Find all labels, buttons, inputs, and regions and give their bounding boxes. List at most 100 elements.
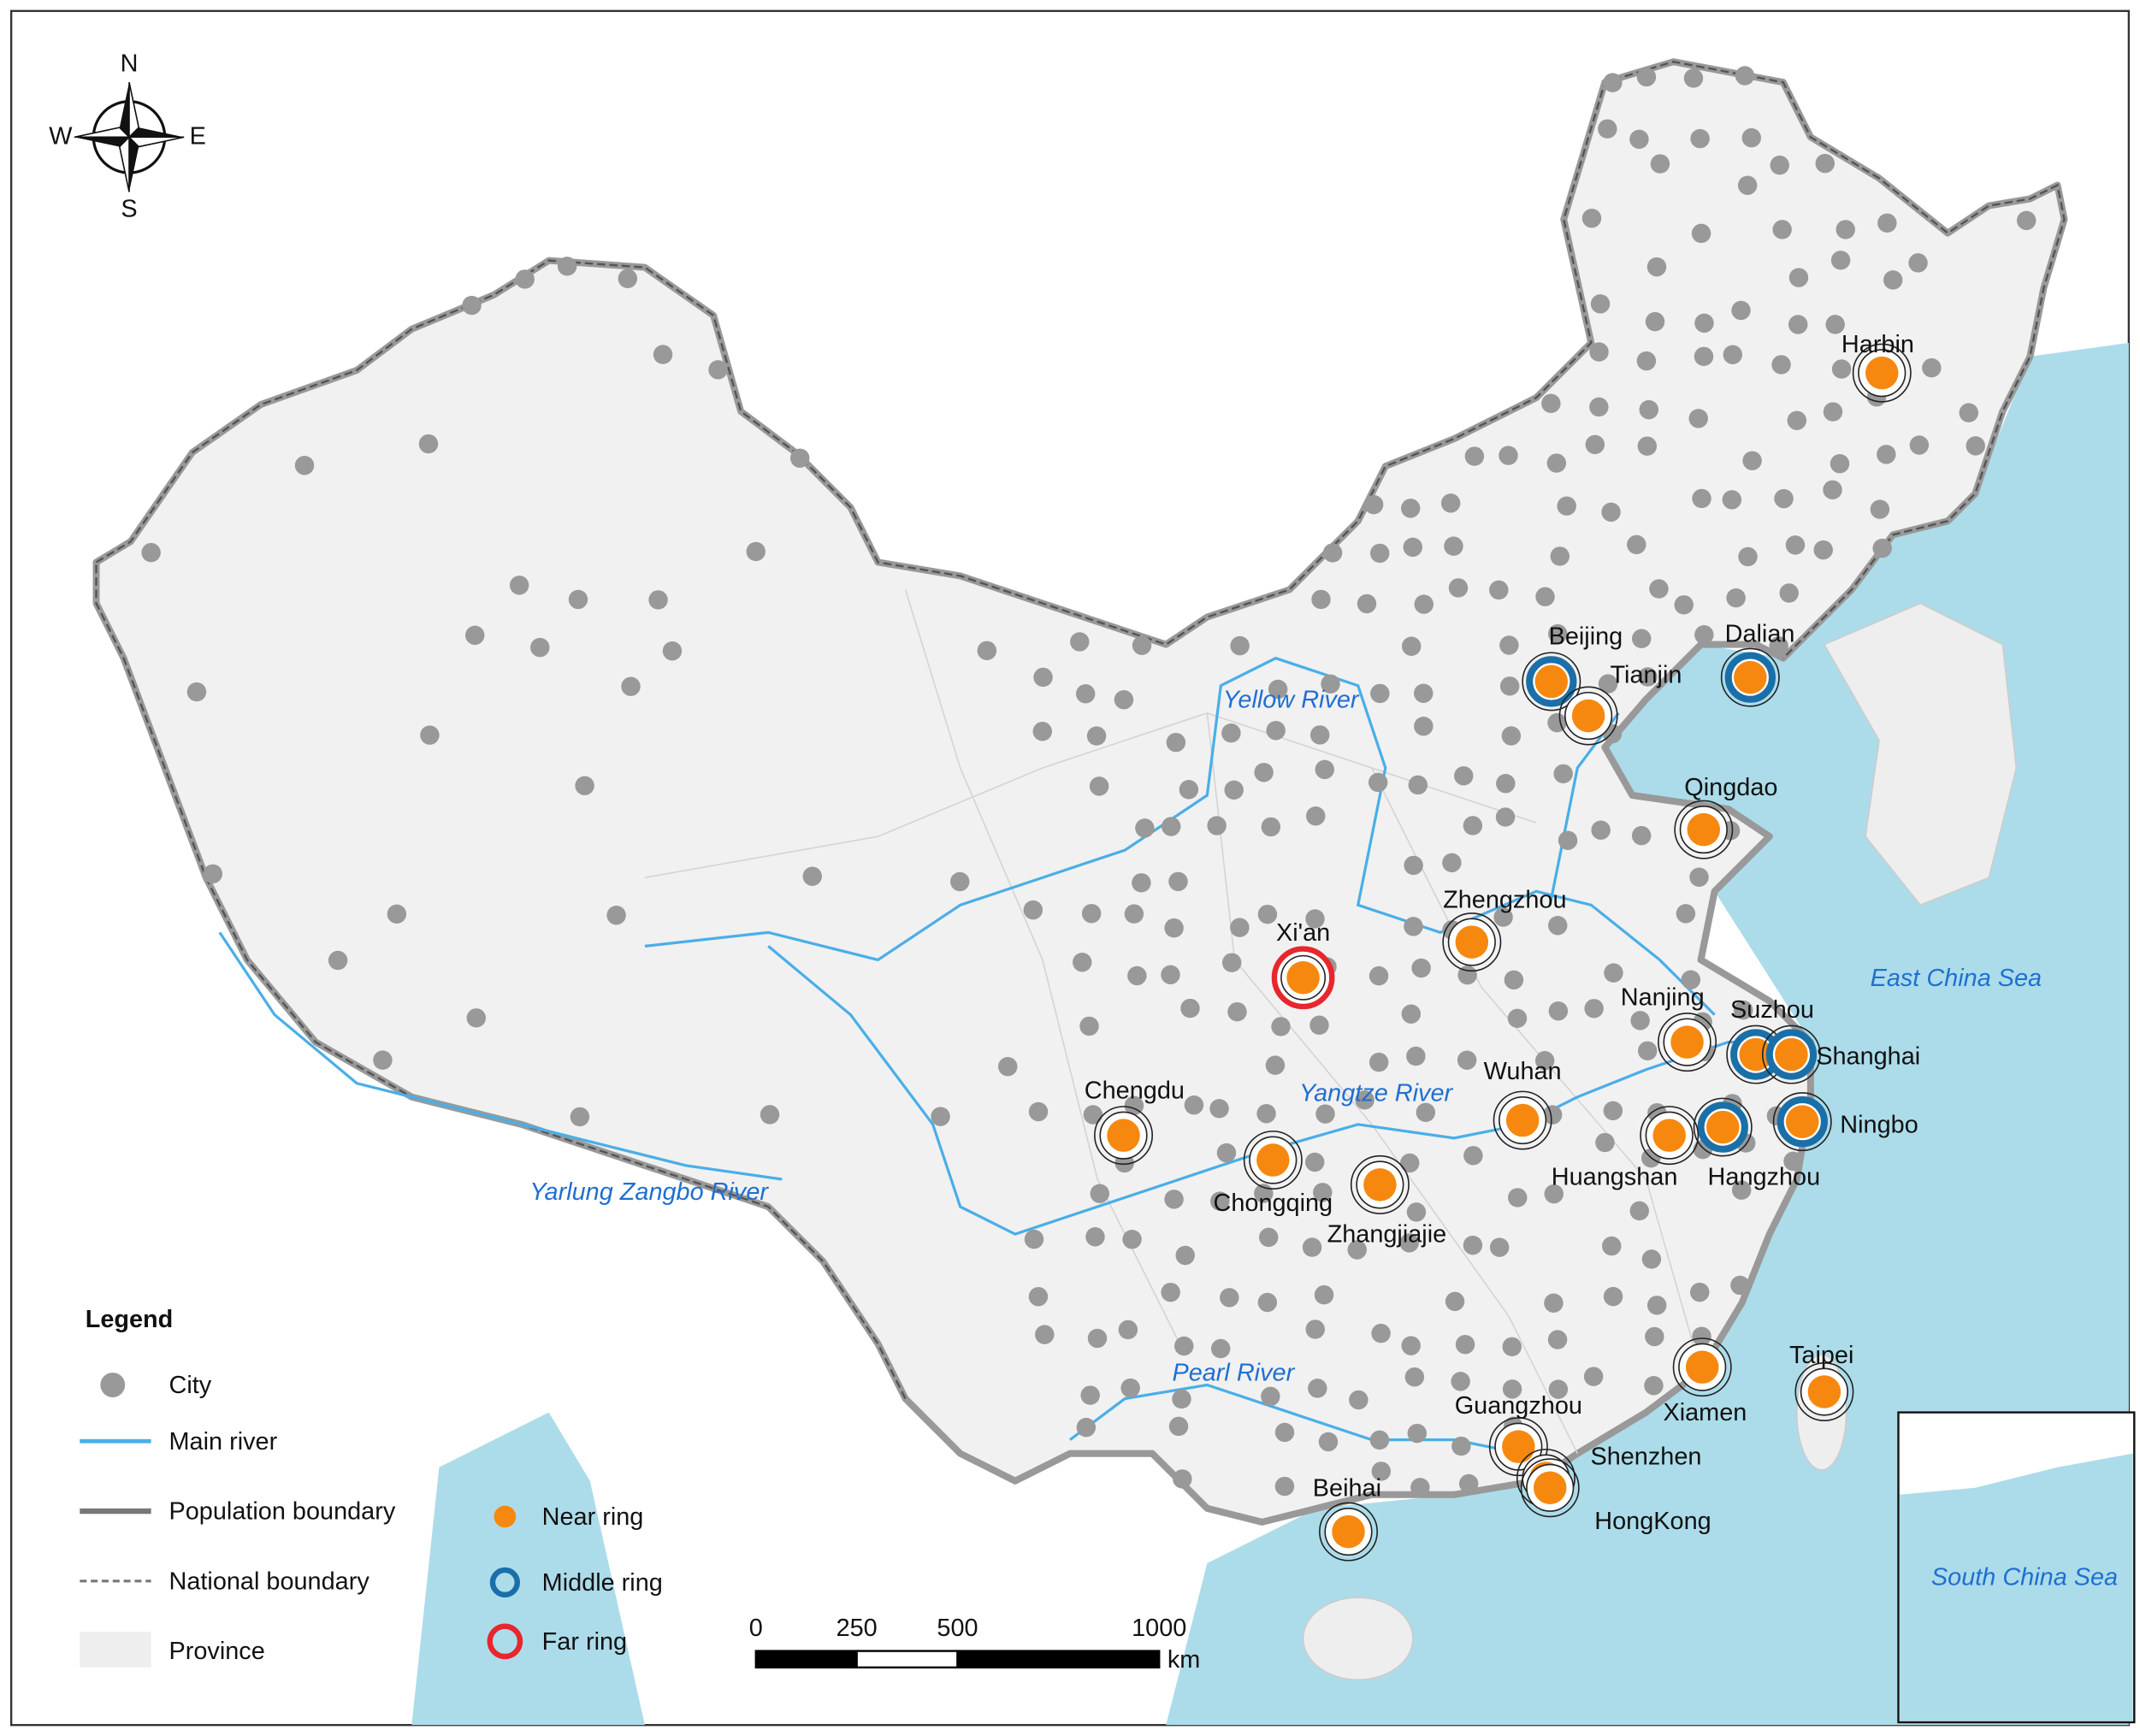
scale-segment [855,1650,959,1669]
city-dot [1544,1184,1564,1204]
city-dot [1959,403,1979,422]
ring-outline [1488,1417,1548,1477]
city-dot [789,448,810,468]
city [1520,1458,1580,1518]
near-ring-dot [1687,812,1721,847]
near-ring-dot [1706,1110,1740,1144]
city-dot [1363,494,1384,515]
city-dot [1114,689,1134,710]
city [1852,343,1912,403]
city-dot [570,1107,590,1127]
city-label: Guangzhou [1455,1392,1582,1420]
city-dot [1369,1430,1390,1450]
city [1350,1154,1410,1214]
city-dot [1815,153,1835,174]
city-dot [1085,1227,1105,1247]
city-dot [1172,1389,1191,1409]
city-dot [1347,1240,1367,1260]
city-dot [1075,684,1096,704]
city-dot [1502,1379,1522,1399]
city-dot [1083,1105,1103,1125]
city-dot [1548,1379,1569,1399]
city-dot [1645,311,1665,332]
ring-outline [1350,1154,1410,1214]
city-dot [760,1105,780,1125]
city-dot [1210,1338,1231,1359]
city-dot [1209,1099,1229,1119]
city-dot [1454,766,1474,786]
legend-far [487,1623,523,1660]
city-dot [1541,393,1561,413]
city-label: Beijing [1549,623,1623,651]
city-dot [1024,1229,1044,1249]
city-dot [1742,451,1762,470]
city-label: Zhangjiajie [1327,1221,1447,1249]
city-dot [568,589,588,610]
city-dots [141,66,2037,1497]
ring-outline [1852,343,1912,403]
city-label: Shanghai [1816,1042,1920,1070]
city-dot [1448,578,1469,598]
city-dot [1583,1367,1604,1386]
city-label: Nanjing [1621,983,1705,1011]
city-dot [1230,635,1250,656]
city-dot [648,590,668,610]
city-dot [1646,257,1667,277]
city-dot [1730,1275,1750,1296]
ring-outline [1794,1362,1854,1422]
city-dot [1830,251,1851,270]
city-dot [621,676,641,696]
city-dot [1132,873,1151,893]
city-dot [1256,1103,1276,1124]
legend-label: Population boundary [169,1498,396,1526]
city-dot [1400,1153,1420,1173]
city-dot [1787,410,1807,430]
city-dot [1770,155,1789,175]
near-ring-dot [1363,1168,1397,1202]
city [1772,1092,1832,1152]
city-dot [1451,1436,1471,1456]
city-dot [1318,1432,1339,1452]
ring-outline [1720,647,1780,707]
city-dot [1306,806,1326,826]
city-dot [1305,909,1325,929]
city-label: Dalian [1725,620,1795,647]
city-dot [1321,674,1340,694]
city-dot [1371,1461,1392,1481]
city-dot [1404,1367,1425,1387]
city-dot [1823,402,1843,422]
city-dot [1463,816,1483,836]
city-label: Chengdu [1085,1077,1185,1104]
city-dot [1180,998,1200,1019]
city-dot [1604,963,1623,983]
neighbor-land [1823,602,2018,906]
city [1672,1337,1732,1397]
city-dot [387,904,407,924]
legend-label: Middle ring [542,1569,663,1597]
city-dot [662,641,683,661]
city-dot [1268,679,1288,700]
city-dot [1836,220,1855,239]
scale-segment [956,1650,1161,1669]
city-dot [1089,776,1109,796]
city [1693,1097,1753,1157]
near-ring-dot [1775,1037,1808,1072]
ring-outline [1672,1337,1732,1397]
river-label: Yellow River [1223,686,1360,713]
city-dot [1070,632,1090,652]
city-dot [1584,999,1604,1019]
city-dot [1585,434,1605,455]
city-dot [1489,580,1509,600]
city [1488,1417,1548,1477]
city [1094,1106,1154,1166]
near-ring-dot [1865,356,1899,390]
scale-segment [754,1650,858,1669]
city-dot [1738,546,1758,567]
legend-label: National boundary [169,1568,370,1595]
sea [411,1412,645,1726]
city-dot [1261,1386,1280,1407]
city-dot [1909,435,1930,455]
city-dot [1079,1016,1099,1036]
city-dot [1455,1334,1475,1355]
city-dot [1788,315,1808,334]
